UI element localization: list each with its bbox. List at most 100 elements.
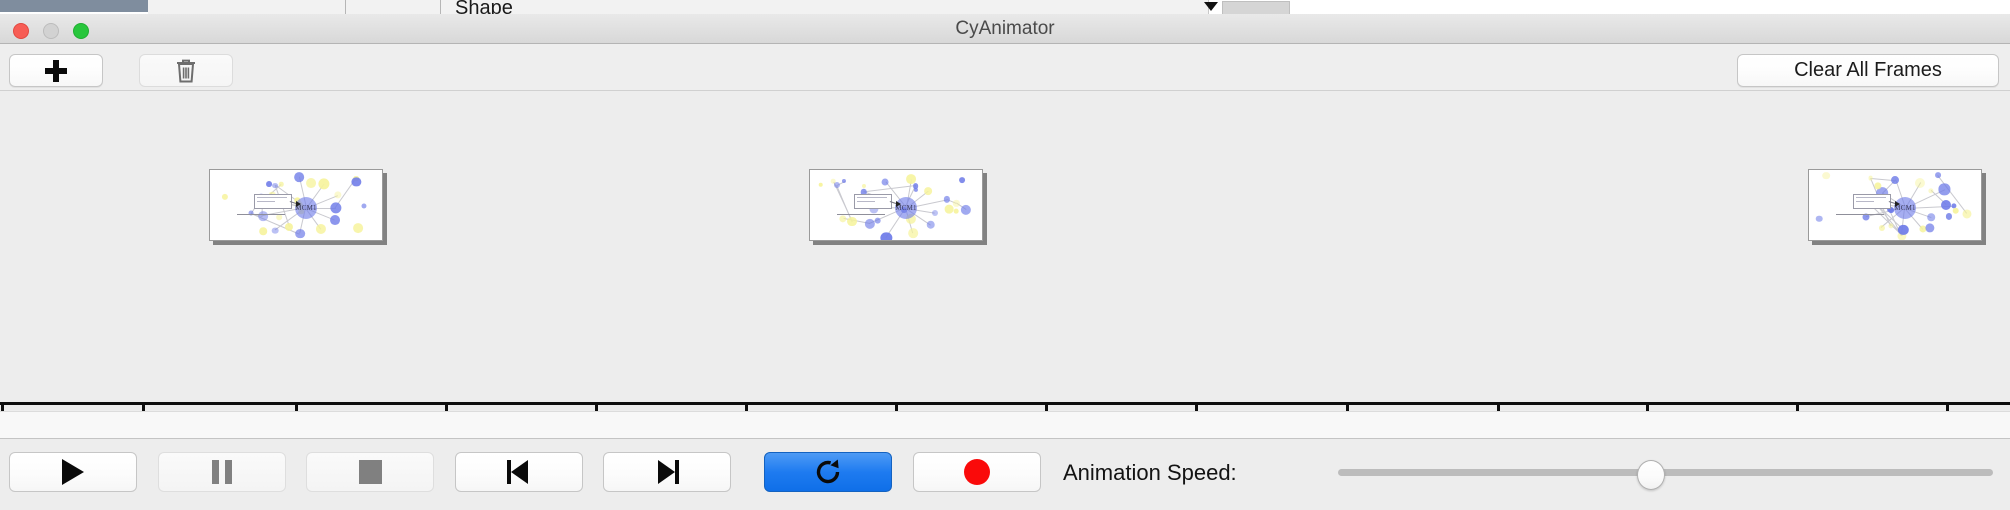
- background-cell: [228, 0, 329, 14]
- network-thumbnail: MCM1: [210, 170, 382, 240]
- network-node: [846, 216, 857, 227]
- network-node: [1927, 213, 1935, 221]
- animation-speed-slider-track[interactable]: [1338, 469, 1993, 476]
- stop-button[interactable]: [306, 452, 434, 492]
- network-node: [1934, 172, 1941, 179]
- titlebar: CyAnimator: [0, 14, 2010, 44]
- network-node: [278, 181, 284, 187]
- network-callout-arrow-icon: [1895, 201, 1900, 207]
- network-annotation-text: [1836, 214, 1884, 215]
- network-node: [842, 178, 847, 183]
- stop-icon: [358, 460, 382, 484]
- network-node: [294, 172, 304, 182]
- play-icon: [62, 459, 84, 485]
- background-shape-label: Shape: [455, 0, 513, 14]
- network-node: [317, 178, 330, 190]
- axis-tick-major: [895, 405, 898, 411]
- animation-speed-label: Animation Speed:: [1063, 460, 1237, 485]
- background-divider: [345, 0, 346, 14]
- network-node: [880, 232, 893, 240]
- plus-icon: [45, 59, 67, 82]
- axis-tick-minor: [745, 405, 748, 411]
- network-node: [271, 227, 279, 234]
- network-node: [943, 196, 951, 203]
- network-node: [361, 203, 367, 209]
- background-window-strip: Shape: [0, 0, 2010, 14]
- network-node: [1888, 223, 1894, 229]
- loop-button[interactable]: [764, 452, 892, 492]
- network-node: [953, 208, 959, 214]
- network-node: [353, 223, 364, 234]
- axis-tick-major: [1796, 405, 1799, 411]
- pause-icon: [212, 460, 232, 484]
- timeline-frame-thumbnail[interactable]: MCM1: [1808, 169, 1982, 241]
- axis-tick-major: [595, 405, 598, 411]
- axis-tick-minor: [445, 405, 448, 411]
- network-node: [351, 177, 362, 187]
- network-callout-arrow-icon: [296, 201, 301, 207]
- network-node: [874, 217, 881, 225]
- animation-speed-slider-thumb[interactable]: [1637, 460, 1665, 490]
- network-node: [864, 218, 875, 229]
- network-node: [1898, 224, 1909, 235]
- axis-tick-major: [1195, 405, 1198, 411]
- skip-forward-button[interactable]: [603, 452, 731, 492]
- network-node: [908, 228, 918, 238]
- trash-icon: [177, 59, 195, 82]
- axis-tick-minor: [142, 405, 145, 411]
- network-node: [1938, 183, 1950, 195]
- close-button[interactable]: [13, 23, 29, 39]
- maximize-button[interactable]: [73, 23, 89, 39]
- network-node: [860, 188, 867, 196]
- skip-forward-icon: [655, 460, 679, 484]
- network-node: [1878, 224, 1885, 231]
- timeline-frame-thumbnail[interactable]: MCM1: [209, 169, 383, 241]
- axis-tick-minor: [1045, 405, 1048, 411]
- loop-icon: [816, 459, 840, 484]
- playback-bar: Animation Speed:: [0, 440, 2010, 510]
- network-node: [1915, 177, 1926, 188]
- network-node: [248, 210, 254, 216]
- minimize-button[interactable]: [43, 23, 59, 39]
- delete-frame-button[interactable]: [139, 54, 233, 87]
- skip-back-button[interactable]: [455, 452, 583, 492]
- network-node: [221, 193, 228, 201]
- background-cell: [558, 0, 689, 14]
- network-callout-text: [257, 201, 275, 202]
- network-node: [272, 182, 279, 189]
- network-callout-text: [1856, 197, 1886, 198]
- network-node: [881, 178, 889, 186]
- network-node: [1925, 223, 1935, 233]
- background-titlebar-dark: [0, 0, 148, 12]
- network-node: [305, 178, 316, 189]
- axis-tick-minor: [1346, 405, 1349, 411]
- network-node: [1919, 225, 1927, 233]
- clear-all-frames-button[interactable]: Clear All Frames: [1737, 54, 1999, 87]
- network-annotation-text: [837, 214, 885, 215]
- network-node: [1897, 230, 1907, 240]
- network-node: [958, 177, 965, 184]
- network-node: [259, 227, 267, 236]
- network-node: [285, 222, 294, 231]
- network-node: [1928, 188, 1934, 194]
- timeline-frame-thumbnail[interactable]: MCM1: [809, 169, 983, 241]
- network-node: [818, 182, 824, 188]
- pause-button[interactable]: [158, 452, 286, 492]
- axis-tick-minor: [1646, 405, 1649, 411]
- network-node: [1891, 175, 1900, 184]
- add-frame-button[interactable]: [9, 54, 103, 87]
- network-node: [1868, 175, 1873, 181]
- network-edge: [306, 208, 336, 209]
- axis-tick-major: [295, 405, 298, 411]
- record-button[interactable]: [913, 452, 1041, 492]
- background-caret-icon: [1204, 2, 1218, 11]
- network-node: [1862, 213, 1870, 221]
- network-node: [329, 214, 340, 225]
- clear-all-frames-label: Clear All Frames: [1794, 59, 1942, 81]
- timeline-scrollbar-track[interactable]: [0, 411, 2010, 439]
- axis-tick-minor: [1946, 405, 1949, 411]
- network-callout-arrow-icon: [896, 201, 901, 207]
- play-button[interactable]: [9, 452, 137, 492]
- network-node: [931, 209, 938, 216]
